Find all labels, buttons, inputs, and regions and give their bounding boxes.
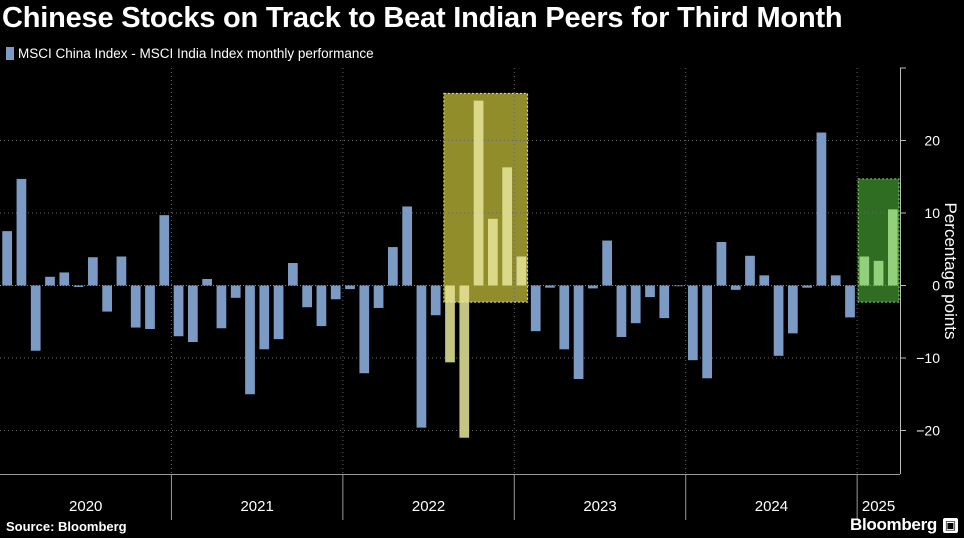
y-tick-label: 0 bbox=[932, 278, 940, 294]
bar-59 bbox=[845, 285, 855, 318]
x-tick-label-2025: 2025 bbox=[862, 498, 895, 515]
bar-47 bbox=[673, 285, 684, 287]
bar-4 bbox=[59, 272, 70, 286]
bar-49 bbox=[702, 285, 712, 379]
bar-17 bbox=[245, 285, 255, 395]
highlight-region-yellow bbox=[443, 92, 529, 303]
bar-7 bbox=[102, 285, 112, 312]
bar-12 bbox=[173, 285, 184, 337]
y-tick-label: −10 bbox=[916, 350, 940, 366]
bar-20 bbox=[288, 263, 298, 286]
bloomberg-icon: ▣ bbox=[943, 517, 958, 533]
bar-19 bbox=[273, 285, 284, 340]
bar-22 bbox=[316, 285, 327, 327]
bar-39 bbox=[559, 285, 570, 350]
bar-30 bbox=[430, 285, 441, 316]
y-tick-label: −20 bbox=[916, 423, 940, 439]
bar-61 bbox=[873, 260, 884, 286]
bar-33 bbox=[473, 100, 484, 286]
bar-5 bbox=[73, 285, 84, 287]
bar-45 bbox=[645, 285, 655, 298]
bar-27 bbox=[388, 247, 398, 286]
y-tick-label: 10 bbox=[924, 205, 940, 221]
source-note: Source: Bloomberg bbox=[6, 519, 127, 534]
bar-37 bbox=[530, 285, 541, 332]
bar-31 bbox=[445, 285, 455, 363]
bar-26 bbox=[373, 285, 384, 308]
chart-title: Chinese Stocks on Track to Beat Indian P… bbox=[2, 2, 843, 34]
bar-55 bbox=[788, 285, 798, 334]
bar-28 bbox=[402, 206, 412, 286]
x-tick-label-2020: 2020 bbox=[69, 498, 102, 515]
bar-36 bbox=[516, 256, 527, 286]
bar-1 bbox=[16, 178, 27, 286]
bar-10 bbox=[145, 285, 155, 329]
bar-24 bbox=[345, 285, 355, 290]
bar-43 bbox=[616, 285, 627, 337]
bar-32 bbox=[459, 285, 470, 438]
bar-35 bbox=[502, 167, 512, 286]
legend-swatch bbox=[6, 47, 14, 60]
bar-46 bbox=[659, 285, 670, 319]
bar-50 bbox=[716, 242, 727, 286]
bar-42 bbox=[602, 240, 612, 286]
bar-3 bbox=[45, 276, 55, 286]
legend-label: MSCI China Index - MSCI India Index mont… bbox=[18, 46, 374, 61]
bar-41 bbox=[588, 285, 598, 289]
bar-60 bbox=[859, 256, 870, 286]
x-tick-label-2024: 2024 bbox=[755, 498, 788, 515]
bar-38 bbox=[545, 285, 555, 288]
x-tick-label-2022: 2022 bbox=[412, 498, 445, 515]
bar-13 bbox=[188, 285, 198, 343]
x-tick-label-2023: 2023 bbox=[583, 498, 616, 515]
chart-legend: MSCI China Index - MSCI India Index mont… bbox=[6, 46, 374, 61]
bar-53 bbox=[759, 275, 770, 286]
bar-58 bbox=[830, 275, 841, 286]
bar-9 bbox=[130, 285, 141, 328]
bar-18 bbox=[259, 285, 270, 350]
bar-14 bbox=[202, 278, 212, 286]
bar-21 bbox=[302, 285, 312, 308]
bar-54 bbox=[773, 285, 784, 356]
bar-57 bbox=[816, 132, 827, 286]
bar-6 bbox=[88, 257, 98, 286]
bar-8 bbox=[116, 256, 127, 286]
bar-0 bbox=[2, 231, 12, 286]
bar-29 bbox=[416, 285, 427, 428]
brand-logo: Bloomberg ▣ bbox=[850, 515, 958, 535]
bar-23 bbox=[330, 285, 341, 300]
bar-2 bbox=[30, 285, 41, 351]
bar-62 bbox=[888, 209, 898, 286]
bar-25 bbox=[359, 285, 370, 374]
bar-48 bbox=[688, 285, 698, 361]
bar-15 bbox=[216, 285, 227, 329]
bar-51 bbox=[730, 285, 741, 290]
bar-40 bbox=[573, 285, 584, 380]
y-axis-title: Percentage points bbox=[941, 202, 960, 339]
bar-44 bbox=[630, 285, 641, 324]
bar-16 bbox=[230, 285, 241, 298]
bar-56 bbox=[802, 285, 812, 288]
x-tick-label-2021: 2021 bbox=[240, 498, 273, 515]
bar-52 bbox=[745, 255, 755, 286]
bar-34 bbox=[488, 218, 498, 286]
brand-name: Bloomberg bbox=[849, 515, 937, 534]
y-tick-label: 20 bbox=[924, 133, 940, 149]
bar-11 bbox=[159, 215, 170, 286]
